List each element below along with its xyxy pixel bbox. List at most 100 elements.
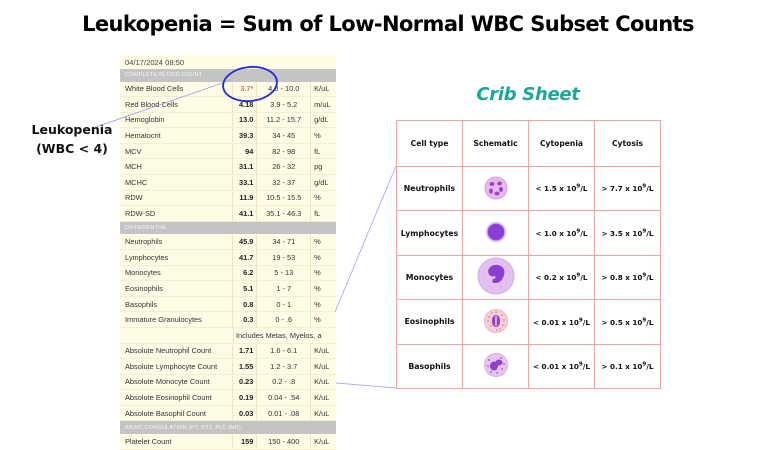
test-value-abnormal: 3.7*: [232, 81, 256, 97]
reference-range: 1.6 - 6.1: [256, 343, 310, 359]
test-unit: fL: [310, 143, 336, 159]
test-name: Eosinophils: [125, 283, 163, 293]
cytosis-prefix: > 7.7 x 10: [601, 184, 643, 194]
lab-row: Absolute Neutrophil Count 1.71 1.6 - 6.1 K/…: [120, 343, 336, 360]
differential-note-row: Includes Metas, Myelos, a: [120, 327, 336, 344]
eosinophil-icon: [483, 308, 509, 336]
test-unit: K/uL: [310, 359, 336, 374]
lab-row: White Blood Cells 3.7* 4.0 - 10.0 K/uL: [120, 81, 336, 98]
test-name: Hematocrit: [125, 131, 161, 141]
lymphocyte-icon: [485, 221, 507, 245]
cytosis-threshold: > 3.5 x 109/L: [594, 210, 661, 256]
cytopenia-suffix: /L: [582, 361, 590, 371]
reference-range: 32 - 37: [256, 175, 310, 190]
cytosis-exponent: 9: [642, 317, 647, 324]
cytopenia-suffix: /L: [580, 228, 588, 238]
cytosis-suffix: /L: [646, 273, 654, 283]
cytopenia-suffix: /L: [582, 317, 590, 327]
test-value: 39.3: [232, 128, 256, 143]
lab-row: RDW-SD 41.1 35.1 - 46.3 fL: [120, 206, 336, 222]
cytopenia-exponent: 9: [578, 317, 583, 324]
pointer-line-crib-bottom: [335, 382, 397, 389]
reference-range: 0.2 - .8: [256, 374, 310, 390]
reference-range: 1.2 - 3.7: [256, 359, 310, 374]
cell-type-name: Eosinophils: [396, 299, 463, 345]
cytosis-prefix: > 0.8 x 10: [601, 273, 643, 283]
schematic-cell: [462, 210, 529, 256]
lab-report: 04/17/2024 08:50 COMPLETE BLOOD COUNT Wh…: [120, 55, 336, 450]
lab-row: Absolute Basophil Count 0.03 0.01 - .08 K/u…: [120, 405, 336, 422]
monocyte-icon: [476, 256, 516, 298]
cytosis-threshold: > 0.5 x 109/L: [594, 299, 661, 345]
test-unit: %: [310, 265, 336, 281]
cytopenia-prefix: < 0.01 x 10: [533, 317, 579, 327]
test-name: Platelet Count: [125, 436, 172, 446]
reference-range: 1 - 7: [256, 281, 310, 296]
test-unit: m/uL: [310, 97, 336, 112]
schematic-cell: [462, 343, 529, 389]
test-value: 41.7: [232, 249, 256, 265]
header-cytopenia: Cytopenia: [528, 120, 595, 167]
cytosis-threshold: > 7.7 x 109/L: [594, 165, 661, 212]
crib-header-row: Cell type Schematic Cytopenia Cytosis: [396, 120, 661, 167]
header-cytosis: Cytosis: [594, 120, 661, 167]
cytosis-prefix: > 0.1 x 10: [601, 361, 643, 371]
section-header-cbc: COMPLETE BLOOD COUNT: [120, 69, 336, 82]
cytopenia-threshold: < 0.01 x 109/L: [528, 343, 595, 389]
lab-row: Basophils 0.8 0 - 1%: [120, 296, 336, 313]
crib-row-neutrophils: Neutrophils < 1.5 x 109/L > 7.7 x 109/L: [396, 165, 661, 212]
basophil-icon: [483, 352, 509, 380]
schematic-cell: [462, 254, 529, 301]
test-unit: %: [310, 128, 336, 143]
lab-row: Platelet Count 159 150 - 400 K/uL: [120, 433, 336, 450]
test-unit: %: [310, 296, 336, 312]
test-name: Basophils: [125, 299, 158, 309]
lab-row: Immature Granulocytes 0.3 0 - .6%: [120, 312, 336, 328]
crib-row-lymphocytes: Lymphocytes < 1.0 x 109/L > 3.5 x 109/L: [396, 210, 661, 256]
cytopenia-exponent: 9: [576, 184, 581, 190]
cytosis-exponent: 9: [642, 228, 647, 235]
test-name: Monocytes: [125, 268, 161, 278]
cytopenia-threshold: < 1.5 x 109/L: [528, 165, 595, 212]
test-unit: pg: [310, 159, 336, 175]
cytosis-threshold: > 0.8 x 109/L: [594, 254, 661, 301]
test-value: 45.9: [232, 234, 256, 249]
cytopenia-threshold: < 0.2 x 109/L: [528, 254, 595, 301]
reference-range: 3.9 - 5.2: [256, 97, 310, 112]
lab-row: Absolute Lymphocyte Count 1.55 1.2 - 3.7 K/…: [120, 359, 336, 375]
test-value: 6.2: [232, 265, 256, 281]
test-value: 1.71: [232, 343, 256, 359]
test-name: Absolute Lymphocyte Count: [125, 361, 218, 371]
test-value: 159: [232, 433, 256, 449]
cell-type-name: Monocytes: [396, 254, 463, 301]
section-header-differential: DIFFERENTIAL: [120, 221, 336, 235]
lab-row: Hematocrit 39.3 34 - 45%: [120, 128, 336, 144]
test-value: 0.3: [232, 312, 256, 327]
cytosis-exponent: 9: [642, 361, 647, 368]
test-value: 0.23: [232, 374, 256, 390]
lab-row: Neutrophils 45.9 34 - 71%: [120, 234, 336, 250]
cytosis-prefix: > 0.5 x 10: [601, 317, 643, 327]
test-unit: %: [310, 249, 336, 265]
cytopenia-threshold: < 0.01 x 109/L: [528, 299, 595, 345]
test-value: 31.1: [232, 159, 256, 175]
test-name: Absolute Eosinophil Count: [125, 393, 212, 403]
test-unit: %: [310, 312, 336, 327]
test-name: Neutrophils: [125, 237, 163, 247]
cytosis-exponent: 9: [642, 272, 647, 279]
test-unit: g/dL: [310, 112, 336, 128]
test-value: 41.1: [232, 206, 256, 221]
reference-range: 11.2 - 15.7: [256, 112, 310, 128]
reference-range: 0.04 - .54: [256, 390, 310, 405]
test-name: Absolute Neutrophil Count: [125, 346, 212, 356]
cytosis-threshold: > 0.1 x 109/L: [594, 343, 661, 389]
crib-row-monocytes: Monocytes < 0.2 x 109/L > 0.8 x 109/L: [396, 254, 661, 301]
test-name: Lymphocytes: [125, 252, 169, 262]
test-name: Absolute Monocyte Count: [125, 377, 210, 387]
test-unit: K/uL: [310, 374, 336, 390]
test-name: Red Blood Cells: [125, 99, 178, 109]
cytosis-suffix: /L: [646, 361, 654, 371]
test-name: MCV: [125, 146, 142, 156]
cytopenia-exponent: 9: [576, 272, 581, 279]
test-name: Hemoglobin: [125, 115, 165, 125]
